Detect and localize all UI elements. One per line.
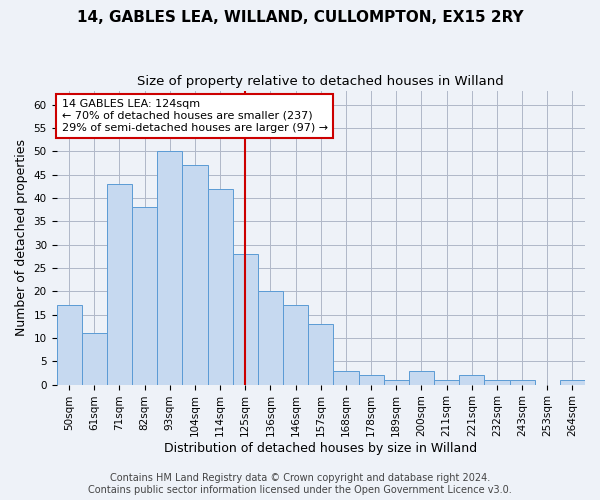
- X-axis label: Distribution of detached houses by size in Willand: Distribution of detached houses by size …: [164, 442, 478, 455]
- Title: Size of property relative to detached houses in Willand: Size of property relative to detached ho…: [137, 75, 504, 88]
- Bar: [283, 306, 308, 384]
- Bar: [132, 207, 157, 384]
- Bar: [383, 380, 409, 384]
- Bar: [157, 151, 182, 384]
- Bar: [434, 380, 459, 384]
- Bar: [82, 334, 107, 384]
- Bar: [182, 165, 208, 384]
- Text: 14 GABLES LEA: 124sqm
← 70% of detached houses are smaller (237)
29% of semi-det: 14 GABLES LEA: 124sqm ← 70% of detached …: [62, 100, 328, 132]
- Bar: [258, 292, 283, 384]
- Bar: [560, 380, 585, 384]
- Bar: [56, 306, 82, 384]
- Bar: [233, 254, 258, 384]
- Bar: [334, 370, 359, 384]
- Text: Contains HM Land Registry data © Crown copyright and database right 2024.
Contai: Contains HM Land Registry data © Crown c…: [88, 474, 512, 495]
- Bar: [359, 376, 383, 384]
- Bar: [107, 184, 132, 384]
- Bar: [484, 380, 509, 384]
- Bar: [308, 324, 334, 384]
- Text: 14, GABLES LEA, WILLAND, CULLOMPTON, EX15 2RY: 14, GABLES LEA, WILLAND, CULLOMPTON, EX1…: [77, 10, 523, 25]
- Bar: [409, 370, 434, 384]
- Bar: [208, 188, 233, 384]
- Bar: [509, 380, 535, 384]
- Bar: [459, 376, 484, 384]
- Y-axis label: Number of detached properties: Number of detached properties: [15, 139, 28, 336]
